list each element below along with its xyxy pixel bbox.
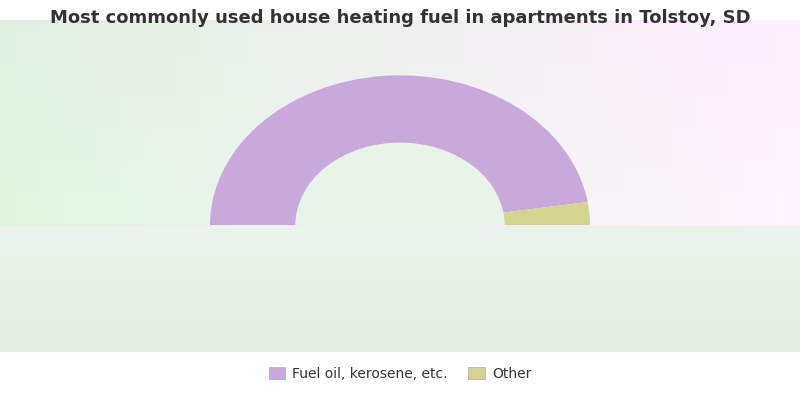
- Legend: Fuel oil, kerosene, etc., Other: Fuel oil, kerosene, etc., Other: [263, 362, 537, 386]
- Bar: [0, 225, 800, 352]
- Bar: [0, 289, 800, 304]
- Bar: [0, 320, 800, 336]
- Bar: [0, 304, 800, 320]
- Wedge shape: [210, 75, 588, 226]
- Bar: [0, 273, 800, 289]
- Circle shape: [296, 143, 504, 308]
- Bar: [0, 241, 800, 257]
- Bar: [0, 226, 800, 352]
- Wedge shape: [502, 202, 590, 226]
- Text: Most commonly used house heating fuel in apartments in Tolstoy, SD: Most commonly used house heating fuel in…: [50, 9, 750, 27]
- Bar: [0, 226, 800, 241]
- Bar: [0, 336, 800, 352]
- Bar: [0, 257, 800, 273]
